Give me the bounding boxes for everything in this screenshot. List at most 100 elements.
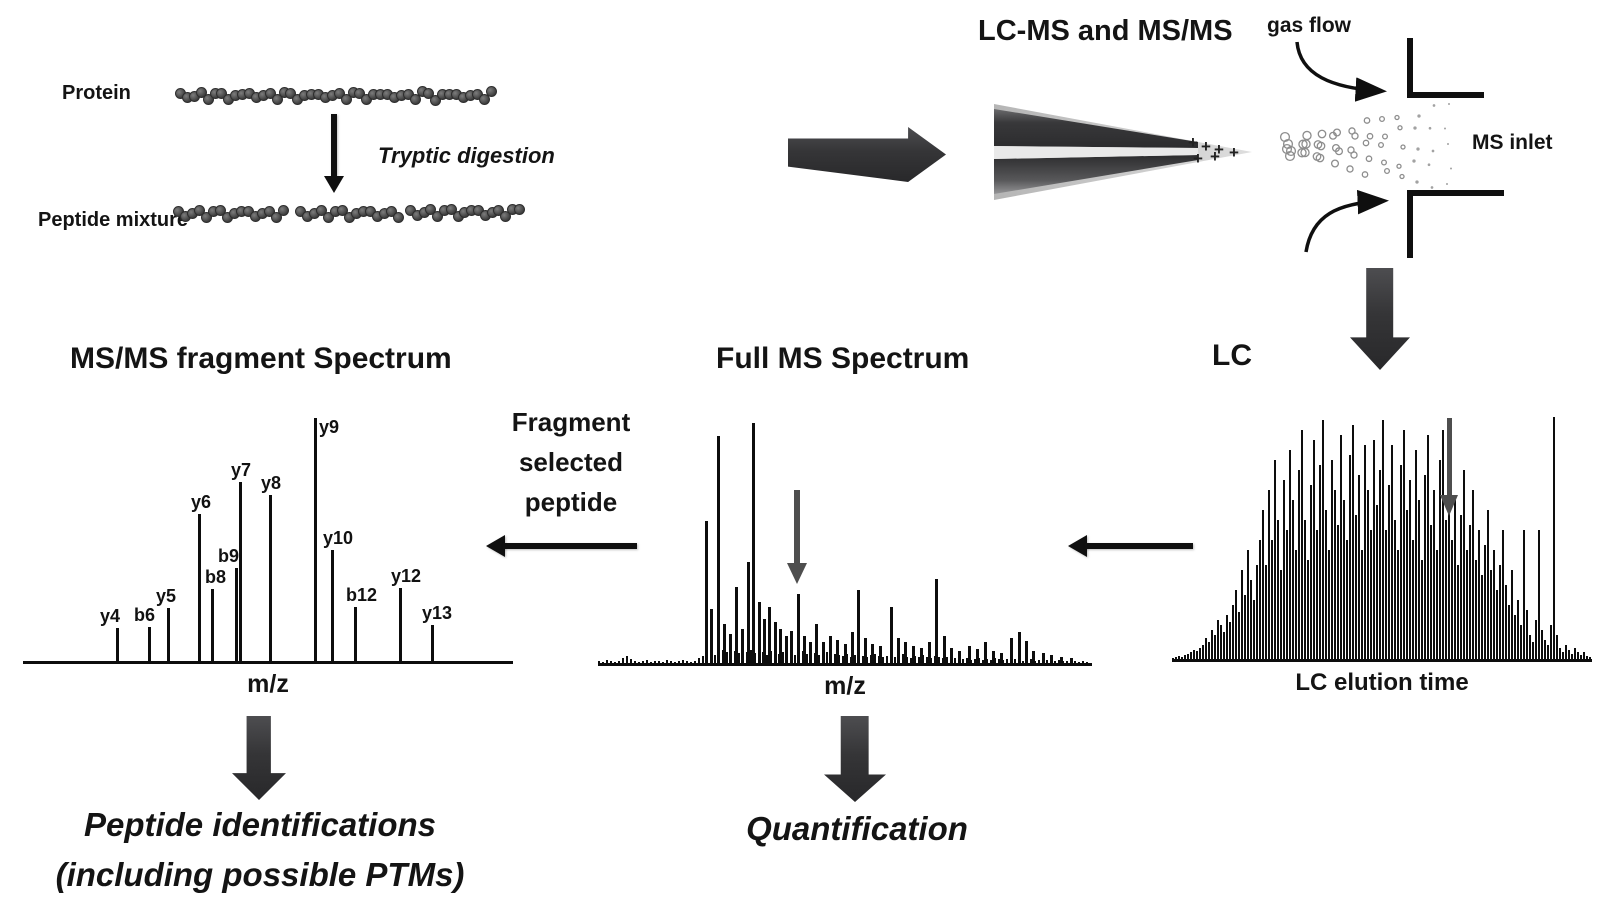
spectrum-peak (1337, 525, 1340, 660)
spectrum-peak (943, 636, 946, 664)
spectrum-peak (705, 521, 708, 664)
spectrum-peak (1274, 460, 1277, 660)
spectrum-peak (854, 655, 856, 664)
spectrum-peak (797, 594, 800, 664)
amino-acid-bead (271, 212, 282, 224)
peak-label-b6: b6 (134, 605, 156, 625)
spectrum-peak (966, 658, 968, 664)
spectrum-peak (1433, 490, 1436, 660)
spectrum-peak (1427, 435, 1430, 660)
spectrum-peak (723, 624, 726, 664)
spectrum-peak (1568, 650, 1571, 660)
peak-label-y12: y12 (391, 566, 422, 586)
spectrum-peak (698, 658, 700, 664)
spectrum-peak (1022, 661, 1024, 664)
spectrum-peak (1529, 635, 1532, 660)
amino-acid-bead (195, 87, 207, 99)
spectrum-peak (1307, 560, 1310, 660)
spectrum-peak (1050, 655, 1053, 664)
spectrum-peak (886, 656, 888, 664)
amino-acid-bead (316, 205, 327, 217)
spectrum-peak (1439, 460, 1442, 660)
spectrum-peak (1424, 475, 1427, 660)
spectrum-peak (822, 642, 825, 664)
peak-label-y5: y5 (156, 586, 177, 606)
spectrum-peak (1238, 612, 1241, 660)
ms-inlet-label: MS inlet (1472, 131, 1553, 154)
msms-x-axis (23, 661, 513, 664)
spectrum-peak (1469, 525, 1472, 660)
amino-acid-bead (432, 211, 444, 223)
spectrum-peak (702, 656, 704, 664)
spectrum-peak (239, 482, 242, 662)
spectrum-peak (1334, 490, 1337, 660)
electrospray-needle: + + + ++ + (994, 104, 1252, 200)
spectrum-peak (741, 629, 744, 664)
spectrum-peak (1232, 605, 1235, 660)
spectrum-peak (930, 658, 932, 664)
tryptic-digestion-label: Tryptic digestion (378, 143, 555, 168)
spectrum-peak (1205, 638, 1208, 660)
spectrum-peak (1358, 475, 1361, 660)
spectrum-peak (864, 638, 867, 664)
spectrum-peak (803, 636, 806, 664)
spectrum-peak (1493, 550, 1496, 660)
spectrum-peak (766, 655, 768, 664)
spectrum-peak (851, 632, 854, 664)
full-ms-x-axis (598, 663, 1092, 666)
amino-acid-bead (194, 205, 205, 217)
spectrum-peak (1520, 625, 1523, 660)
spectrum-peak (752, 423, 755, 664)
inlet-lower-plate (1407, 190, 1504, 258)
spectrum-peak (1256, 565, 1259, 660)
spectrum-peak (658, 661, 660, 664)
spectrum-peak (167, 608, 170, 662)
amino-acid-bead (423, 88, 435, 100)
needle-channel (994, 146, 1198, 159)
lc-chromatogram-chart (1172, 400, 1592, 660)
spectrum-peak (857, 590, 860, 664)
spectrum-peak (1586, 656, 1589, 660)
spectrum-peak (774, 622, 777, 664)
spectrum-peak (844, 644, 847, 664)
peptide-bead-chain-1 (173, 202, 293, 232)
spectrum-peak (1445, 520, 1448, 660)
spectrum-peak (1066, 661, 1068, 664)
spectrum-peak (1517, 600, 1520, 660)
spectrum-peak (714, 655, 716, 664)
amino-acid-bead (340, 93, 352, 105)
spectrum-peak (1214, 635, 1217, 660)
spectrum-peak (836, 640, 839, 664)
spectrum-peak (1382, 420, 1385, 660)
spectrum-peak (1502, 530, 1505, 660)
spectrum-peak (874, 654, 876, 664)
spectrum-peak (1391, 445, 1394, 660)
spectrum-peak (1283, 480, 1286, 660)
amino-acid-bead (409, 93, 421, 105)
spectrum-peak (1289, 450, 1292, 660)
peak-label-y10: y10 (323, 528, 354, 548)
spectrum-peak (920, 648, 923, 664)
lc-x-axis (1172, 659, 1592, 662)
spectrum-peak (686, 661, 688, 664)
spectrum-peak (1472, 490, 1475, 660)
spectrum-peak (914, 656, 916, 664)
spectrum-peak (1030, 659, 1032, 664)
spectrum-peak (1418, 500, 1421, 660)
spectrum-peak (1577, 652, 1580, 660)
spectrum-peak (1331, 460, 1334, 660)
charge-plus-icons: + + + ++ + (1188, 133, 1239, 168)
spectrum-peak (928, 642, 931, 664)
spectrum-peak (1038, 660, 1040, 664)
spectrum-peak (738, 653, 740, 664)
spectrum-peak (634, 661, 636, 664)
peak-label-y6: y6 (191, 492, 212, 512)
spectrum-peak (990, 660, 992, 664)
spectrum-peak (1478, 530, 1481, 660)
amino-acid-bead (478, 93, 490, 105)
spectrum-peak (815, 624, 818, 664)
spectrum-peak (1484, 545, 1487, 660)
spectrum-peak (1436, 550, 1439, 660)
spectrum-peak (763, 619, 766, 664)
